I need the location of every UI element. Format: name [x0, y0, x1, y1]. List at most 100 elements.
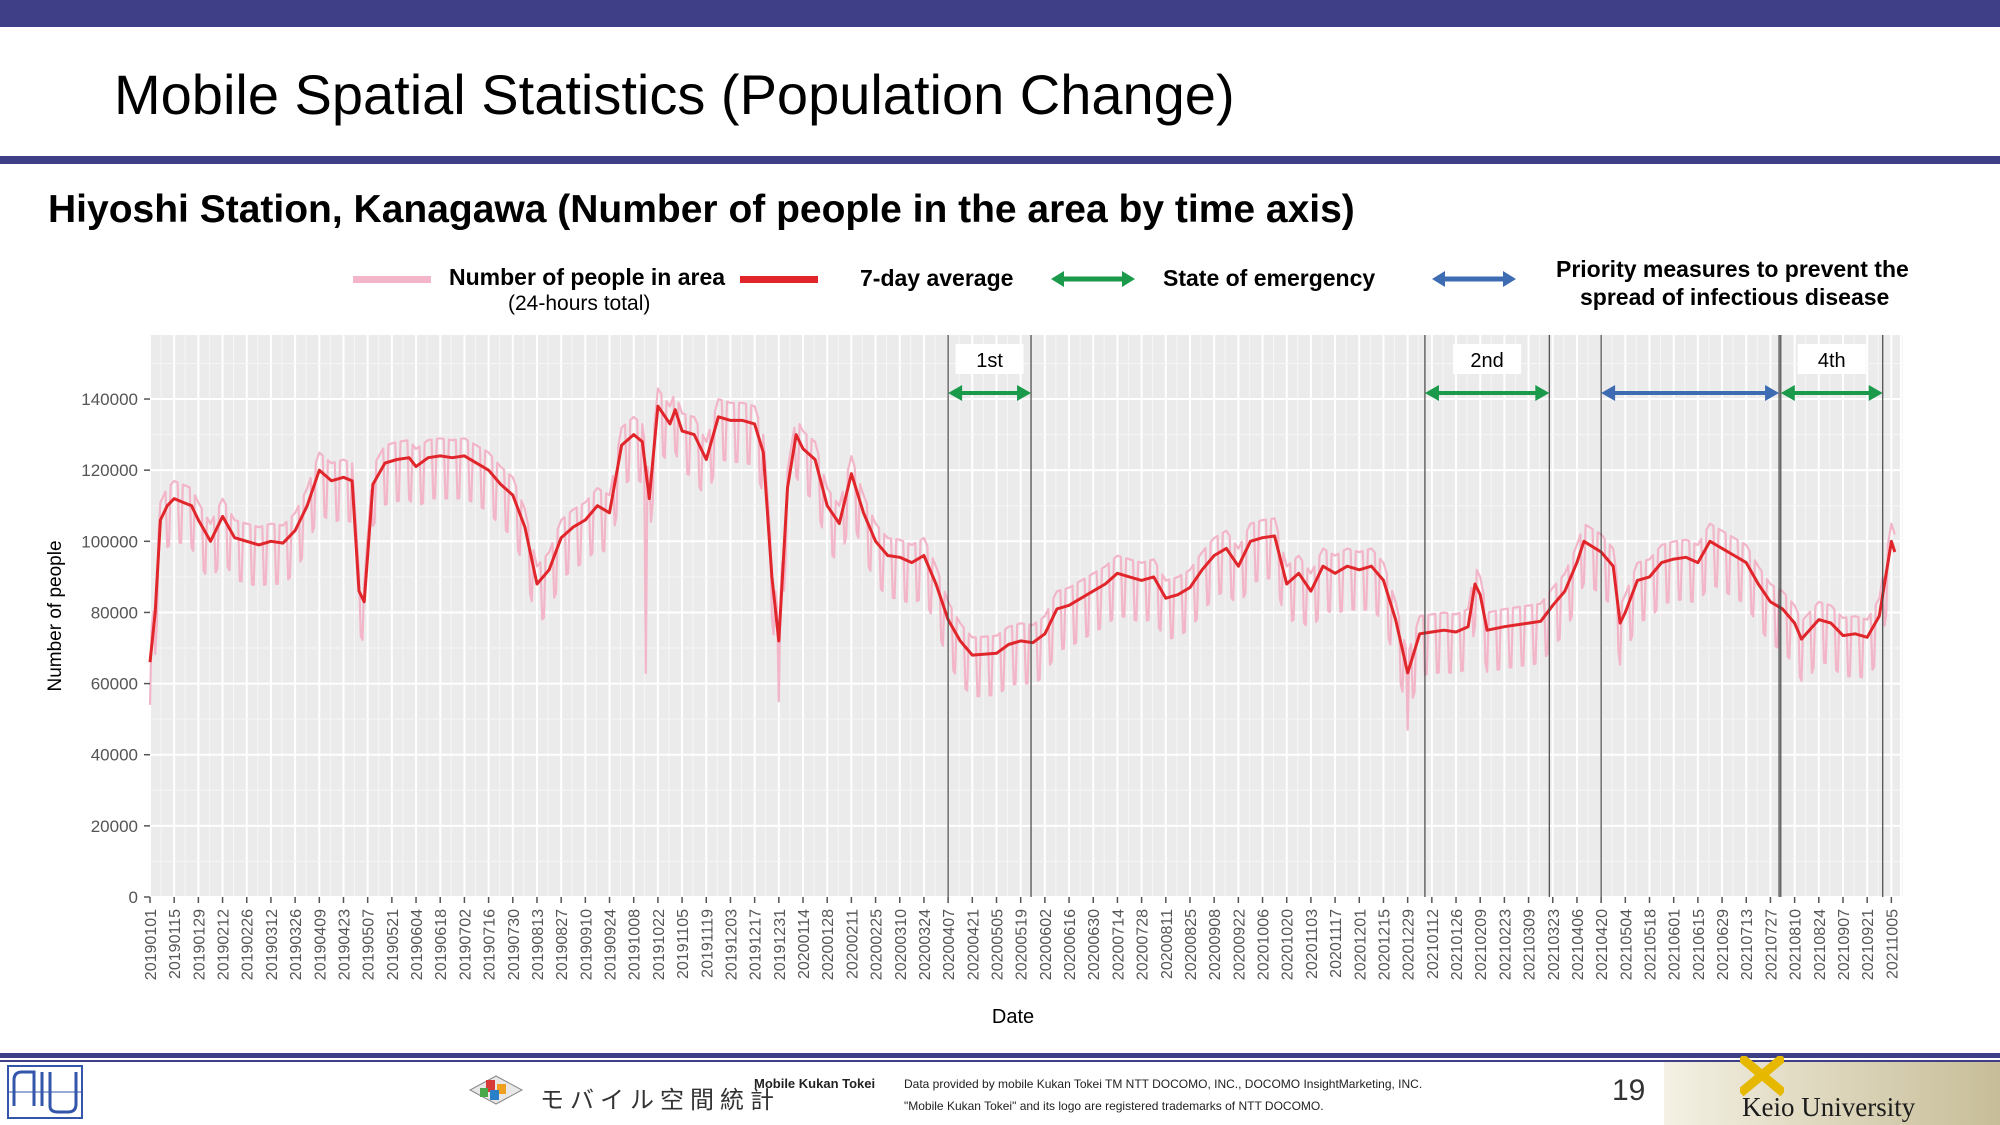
period-arrow-head-right: [1535, 385, 1550, 401]
x-axis-label: Date: [992, 1006, 1034, 1028]
x-tick-label: 20190924: [603, 909, 620, 980]
y-tick-label: 100000: [81, 532, 138, 551]
x-tick-label: 20190702: [457, 909, 474, 980]
x-tick-label: 20190618: [433, 909, 450, 980]
plot-background: [150, 335, 1900, 897]
x-tick-label: 20200211: [844, 909, 861, 979]
period-arrow-head-left: [1780, 385, 1795, 401]
x-tick-label: 20190409: [312, 909, 329, 980]
x-tick-label: 20200128: [820, 909, 837, 980]
x-tick-label: 20191008: [627, 909, 644, 980]
x-tick-label: 20201006: [1256, 909, 1273, 980]
legend-label-priority-1: Priority measures to prevent the: [1556, 256, 1909, 282]
period-arrow-head-right: [1868, 385, 1883, 401]
x-tick-label: 20190326: [288, 909, 305, 980]
legend-swatch-priority: [1432, 271, 1516, 287]
institution-logo-icon: [7, 1065, 83, 1119]
period-label-box: [1797, 344, 1866, 374]
x-tick-label: 20200811: [1159, 909, 1176, 979]
x-tick-label: 20200407: [941, 909, 958, 980]
y-tick-label: 140000: [81, 390, 138, 409]
x-tick-label: 20190716: [482, 909, 499, 980]
legend-label-people: Number of people in area: [449, 264, 726, 290]
x-tick-label: 20201020: [1280, 909, 1297, 980]
y-tick-label: 80000: [91, 603, 138, 622]
legend-sublabel-people: (24-hours total): [508, 292, 651, 315]
legend-label-average: 7-day average: [860, 265, 1014, 291]
x-tick-label: 20200310: [893, 909, 910, 980]
period-arrow-head-right: [1017, 385, 1032, 401]
title-divider: [0, 156, 2000, 164]
period-arrow-head-left: [1424, 385, 1439, 401]
chart-legend: Number of people in area (24-hours total…: [0, 256, 2000, 326]
x-tick-label: 20191022: [651, 909, 668, 980]
x-tick-label: 20201103: [1304, 909, 1321, 979]
brand-japanese-name: モバイル空間統計: [540, 1086, 780, 1114]
legend-label-emergency: State of emergency: [1163, 265, 1376, 291]
x-tick-label: 20191119: [699, 909, 716, 978]
x-tick-label: 20201201: [1352, 909, 1369, 980]
brand-english-name: Mobile Kukan Tokei: [754, 1076, 876, 1091]
period-label: 4th: [1818, 350, 1846, 372]
y-tick-label: 120000: [81, 461, 138, 480]
x-tick-label: 20190312: [264, 909, 281, 980]
x-tick-label: 20200602: [1038, 909, 1055, 980]
x-tick-label: 20200519: [1014, 909, 1031, 980]
x-tick-label: 20190226: [240, 909, 257, 980]
x-tick-label: 20210810: [1788, 909, 1805, 980]
x-tick-label: 20210406: [1570, 909, 1587, 980]
legend-swatch-average: [740, 276, 818, 283]
top-banner-bar: [0, 0, 2000, 27]
x-tick-label: 20190827: [554, 909, 571, 980]
x-tick-label: 20210518: [1643, 909, 1660, 980]
x-tick-label: 20200616: [1062, 909, 1079, 980]
x-tick-label: 20210907: [1836, 909, 1853, 980]
x-tick-label: 20190604: [409, 909, 426, 980]
x-tick-label: 20201117: [1328, 909, 1345, 978]
x-tick-label: 20210615: [1691, 909, 1708, 980]
seven-day-average-line: [148, 404, 1897, 675]
period-label: 2nd: [1470, 350, 1503, 372]
period-annotations: 1st 2nd 4th: [947, 335, 1884, 897]
x-tick-label: 20191203: [723, 909, 740, 980]
x-tick-label: 20210629: [1715, 909, 1732, 980]
daily-people-line: [148, 387, 1896, 731]
x-tick-label: 20210309: [1522, 909, 1539, 980]
y-axis-label: Number of people: [45, 540, 66, 691]
x-tick-label: 20210601: [1667, 909, 1684, 980]
university-name: Keio University: [1742, 1092, 1916, 1122]
legend-swatch-people: [353, 276, 431, 283]
x-tick-label: 20211005: [1884, 909, 1901, 979]
y-tick-label: 60000: [91, 675, 138, 694]
mobile-kukan-tokei-logo-icon: [468, 1075, 524, 1105]
data-credit-line: Data provided by mobile Kukan Tokei TM N…: [904, 1077, 1423, 1091]
legend-swatch-emergency: [1051, 271, 1135, 287]
legend-label-priority-2: spread of infectious disease: [1580, 284, 1890, 310]
y-tick-label: 20000: [91, 817, 138, 836]
x-tick-label: 20210323: [1546, 909, 1563, 980]
x-tick-label: 20190521: [385, 909, 402, 980]
x-tick-label: 20190101: [143, 909, 160, 980]
footer-divider: [0, 1053, 2000, 1058]
x-tick-label: 20210713: [1739, 909, 1756, 980]
x-tick-label: 20210209: [1473, 909, 1490, 980]
x-tick-label: 20190730: [506, 909, 523, 980]
page-number: 19: [1612, 1074, 1646, 1107]
x-tick-label: 20190423: [336, 909, 353, 980]
x-tick-label: 20191105: [675, 909, 692, 979]
y-tick-label: 40000: [91, 746, 138, 765]
trademark-notice: "Mobile Kukan Tokei" and its logo are re…: [904, 1099, 1324, 1113]
period-label-box: [955, 344, 1024, 374]
period-label: 1st: [976, 350, 1003, 372]
x-tick-label: 20191217: [748, 909, 765, 980]
x-tick-label: 20200505: [989, 909, 1006, 980]
x-tick-label: 20200714: [1110, 909, 1127, 980]
x-tick-label: 20190507: [361, 909, 378, 980]
x-tick-label: 20200825: [1183, 909, 1200, 980]
x-tick-label: 20210921: [1860, 909, 1877, 980]
period-label-box: [1453, 344, 1522, 374]
period-arrow-head-left: [1601, 385, 1616, 401]
y-axis: 0 20000 40000 60000 80000 100000 120000 140000: [81, 390, 150, 907]
x-tick-label: 20210126: [1449, 909, 1466, 980]
x-tick-label: 20210824: [1812, 909, 1829, 980]
